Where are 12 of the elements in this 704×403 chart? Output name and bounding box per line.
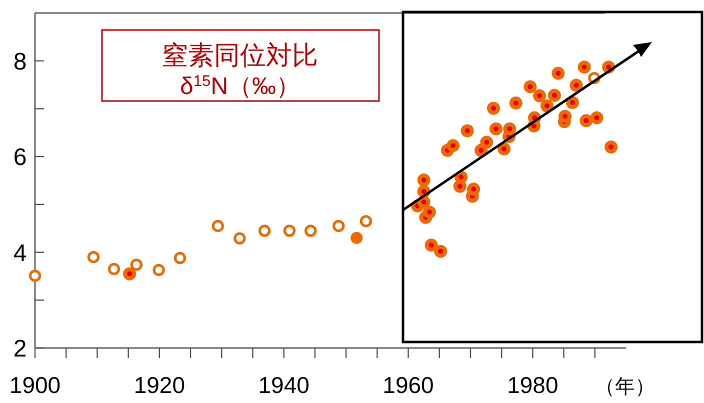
text: δ$^{15}$N（‰） — [180, 72, 300, 100]
x-tick-label: 1900 — [9, 372, 61, 398]
y-tick-label: 6 — [13, 144, 27, 172]
x-tick-label: 1940 — [258, 372, 310, 398]
y-tick-label: 2 — [13, 336, 27, 363]
x-tick-label: 1980 — [507, 372, 558, 398]
x-tick-label: 1920 — [134, 372, 186, 398]
y-tick-label: 8 — [13, 48, 27, 76]
text: 窒素同位対比 — [162, 40, 318, 70]
x-axis-title: （年） — [595, 376, 655, 398]
y-tick-label: 4 — [13, 240, 27, 267]
x-tick-label: 1960 — [382, 372, 434, 398]
